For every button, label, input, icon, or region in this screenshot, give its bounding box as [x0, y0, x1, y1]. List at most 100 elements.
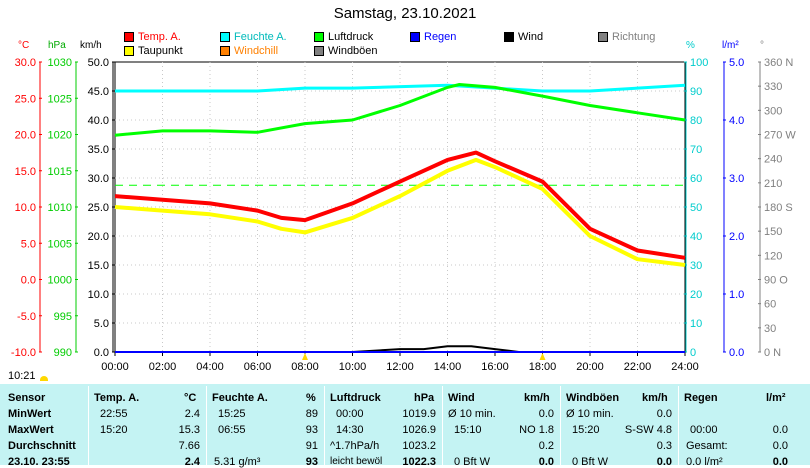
temp-min: 2.4 — [184, 408, 200, 420]
wind-unit: km/h — [524, 392, 550, 404]
legend-item: Taupunkt — [124, 45, 183, 57]
legend-label: Windchill — [234, 45, 279, 57]
pressure-tick-label: 1010 — [48, 202, 72, 214]
series-line-taupunkt — [114, 157, 686, 267]
pressure-current: 1022.3 — [402, 456, 436, 468]
rain-unit: l/m² — [766, 392, 786, 404]
gust-beaufort: 0 Bft W — [572, 456, 609, 468]
pressure-tick-label: 1000 — [48, 275, 72, 287]
rain-total-label: Gesamt: — [686, 440, 728, 452]
sun-icon — [40, 376, 48, 381]
x-tick-label: 18:00 — [529, 361, 557, 373]
sunset-marker — [539, 353, 546, 360]
direction-tick-label: 360 N — [764, 57, 793, 69]
time-marker — [302, 353, 308, 360]
humidity-tick-label: 10 — [690, 318, 702, 330]
row-label-sensor: Sensor — [8, 392, 46, 404]
series-line-temp-a- — [114, 150, 686, 260]
humidity-max-time: 06:55 — [218, 424, 246, 436]
stats-table: Sensor MinWert MaxWert Durchschnitt 23.1… — [0, 384, 810, 468]
rain-tick-label: 5.0 — [729, 57, 744, 69]
humidity-tick-label: 50 — [690, 202, 702, 214]
humidity-tick-label: 80 — [690, 115, 702, 127]
x-tick-label: 06:00 — [244, 361, 272, 373]
wind-tick-label: 30.0 — [88, 173, 109, 185]
gust-max: S-SW 4.8 — [624, 424, 672, 436]
rain-tick-label: 4.0 — [729, 115, 744, 127]
gust-current: 0.0 — [656, 456, 672, 468]
pressure-tick-label: 995 — [54, 311, 72, 323]
legend-swatch — [220, 46, 230, 56]
rain-current: 0.0 — [772, 456, 788, 468]
humidity-tick-label: 60 — [690, 173, 702, 185]
pressure-max: 1026.9 — [402, 424, 436, 436]
legend-swatch — [598, 32, 608, 42]
pressure-tick-label: 1025 — [48, 93, 72, 105]
legend-label: Luftdruck — [328, 31, 374, 43]
temp-min-time: 22:55 — [100, 408, 128, 420]
wind-avg: 0.2 — [538, 440, 554, 452]
humidity-tick-label: 40 — [690, 231, 702, 243]
humidity-min: 89 — [305, 408, 318, 420]
humidity-tick-label: 30 — [690, 260, 702, 272]
direction-tick-label: 90 O — [764, 275, 788, 287]
rain-max-time: 00:00 — [690, 424, 718, 436]
legend-label: Regen — [424, 31, 457, 43]
legend-swatch — [314, 32, 324, 42]
legend-label: Feuchte A. — [234, 31, 287, 43]
temp-tick-label: 20.0 — [15, 130, 36, 142]
current-time-label: 10:21 — [8, 370, 36, 382]
wind-tick-label: 10.0 — [88, 289, 109, 301]
temp-max: 15.3 — [178, 424, 200, 436]
rain-tick-label: 3.0 — [729, 173, 744, 185]
legend-label: Taupunkt — [138, 45, 183, 57]
rain-max: 0.0 — [772, 424, 788, 436]
direction-tick-label: 150 — [764, 226, 782, 238]
series-line-luftdruck — [114, 83, 686, 137]
legend-label: Windböen — [328, 45, 378, 57]
wind-tick-label: 20.0 — [88, 231, 109, 243]
temp-tick-label: 10.0 — [15, 202, 36, 214]
row-label-current: 23.10. 23:55 — [8, 456, 70, 468]
legend-swatch — [410, 32, 420, 42]
x-tick-label: 20:00 — [576, 361, 604, 373]
legend-item: Wind — [504, 31, 543, 43]
rain-current-label: 0.0 l/m² — [686, 456, 723, 468]
humidity-unit: % — [306, 392, 316, 404]
pressure-forecast: leicht bewöl — [330, 456, 383, 467]
wind-tick-label: 45.0 — [88, 86, 109, 98]
wind-min-label: Ø 10 min. — [448, 408, 496, 420]
temp-tick-label: 15.0 — [15, 166, 36, 178]
humidity-tick-label: 20 — [690, 289, 702, 301]
direction-tick-label: 30 — [764, 323, 776, 335]
x-tick-label: 24:00 — [671, 361, 699, 373]
legend-swatch — [504, 32, 514, 42]
temp-unit: °C — [184, 392, 197, 404]
gust-max-time: 15:20 — [572, 424, 600, 436]
wind-tick-label: 50.0 — [88, 57, 109, 69]
rain-axis-header: l/m² — [722, 40, 739, 51]
humidity-header: Feuchte A. — [212, 392, 268, 404]
pressure-tick-label: 1030 — [48, 57, 72, 69]
wind-current: 0.0 — [538, 456, 554, 468]
legend-label: Richtung — [612, 31, 656, 43]
pressure-tick-label: 1020 — [48, 130, 72, 142]
temp-max-time: 15:20 — [100, 424, 128, 436]
rain-total: 0.0 — [772, 440, 788, 452]
x-tick-label: 16:00 — [481, 361, 509, 373]
wind-tick-label: 25.0 — [88, 202, 109, 214]
legend-item: Luftdruck — [314, 31, 373, 43]
temp-avg: 7.66 — [178, 440, 200, 452]
x-tick-label: 00:00 — [101, 361, 129, 373]
gust-min: 0.0 — [656, 408, 672, 420]
row-label-avg: Durchschnitt — [8, 440, 76, 452]
x-tick-label: 08:00 — [291, 361, 319, 373]
x-tick-label: 02:00 — [149, 361, 177, 373]
row-label-max: MaxWert — [8, 424, 54, 436]
direction-tick-label: 210 — [764, 178, 782, 190]
legend-swatch — [314, 46, 324, 56]
legend-item: Temp. A. — [124, 31, 181, 43]
temp-current: 2.4 — [184, 456, 200, 468]
celsius-axis-header: °C — [18, 40, 30, 51]
legend-swatch — [124, 32, 134, 42]
